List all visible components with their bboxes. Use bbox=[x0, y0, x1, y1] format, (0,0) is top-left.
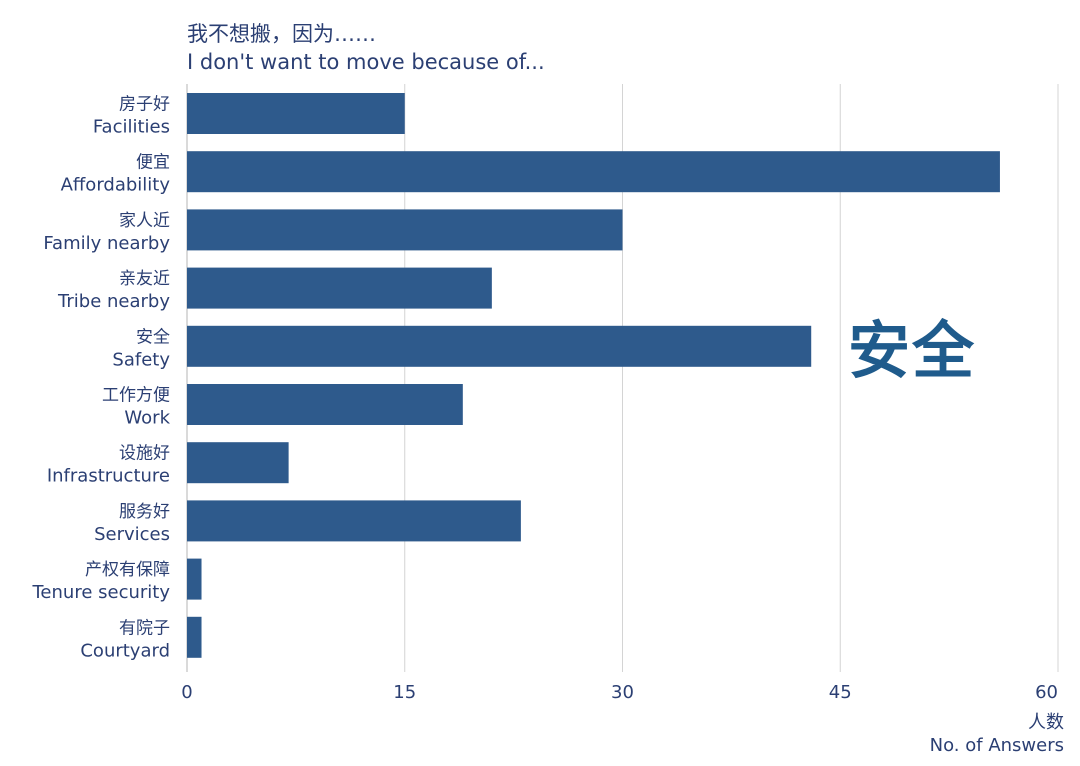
bar-tenure-security bbox=[187, 558, 202, 600]
chart-annotation: 安全 bbox=[848, 314, 977, 387]
chart-title-en: I don't want to move because of... bbox=[187, 50, 545, 74]
category-label-en: Infrastructure bbox=[47, 466, 170, 487]
bar-courtyard bbox=[187, 616, 202, 658]
category-label-zh: 服务好 bbox=[119, 502, 170, 522]
category-label-en: Affordability bbox=[61, 175, 171, 196]
category-label-zh: 安全 bbox=[136, 327, 170, 347]
category-label-en: Family nearby bbox=[43, 233, 170, 254]
bar-safety bbox=[187, 325, 812, 367]
category-label-zh: 工作方便 bbox=[102, 386, 170, 406]
category-label-en: Services bbox=[94, 524, 170, 545]
category-label-en: Courtyard bbox=[80, 640, 170, 661]
category-label-zh: 房子好 bbox=[119, 95, 170, 115]
category-label-zh: 便宜 bbox=[136, 153, 170, 173]
bar-affordability bbox=[187, 151, 1000, 193]
x-axis-label-zh: 人数 bbox=[1028, 712, 1064, 733]
category-label-en: Safety bbox=[112, 349, 170, 370]
x-tick-label: 30 bbox=[611, 682, 634, 703]
bar-services bbox=[187, 500, 521, 542]
category-label-zh: 设施好 bbox=[119, 444, 170, 464]
category-label-en: Work bbox=[124, 408, 170, 429]
bar-work bbox=[187, 384, 463, 425]
category-label-zh: 产权有保障 bbox=[85, 560, 170, 580]
category-label-zh: 亲友近 bbox=[119, 269, 170, 289]
bar-tribe-nearby bbox=[187, 267, 492, 309]
x-tick-label: 60 bbox=[1035, 682, 1058, 703]
x-tick-label: 0 bbox=[181, 682, 192, 703]
x-axis-label-en: No. of Answers bbox=[929, 735, 1064, 756]
category-label-zh: 家人近 bbox=[119, 211, 170, 231]
x-tick-label: 15 bbox=[393, 682, 416, 703]
category-label-en: Facilities bbox=[93, 117, 170, 138]
category-label-en: Tribe nearby bbox=[57, 291, 170, 312]
bar-family-nearby bbox=[187, 209, 623, 251]
category-label-en: Tenure security bbox=[32, 582, 171, 603]
bar-facilities bbox=[187, 93, 405, 134]
category-label-zh: 有院子 bbox=[119, 618, 170, 638]
chart-title-zh: 我不想搬，因为…… bbox=[187, 22, 376, 46]
x-tick-label: 45 bbox=[829, 682, 852, 703]
bar-infrastructure bbox=[187, 442, 289, 484]
